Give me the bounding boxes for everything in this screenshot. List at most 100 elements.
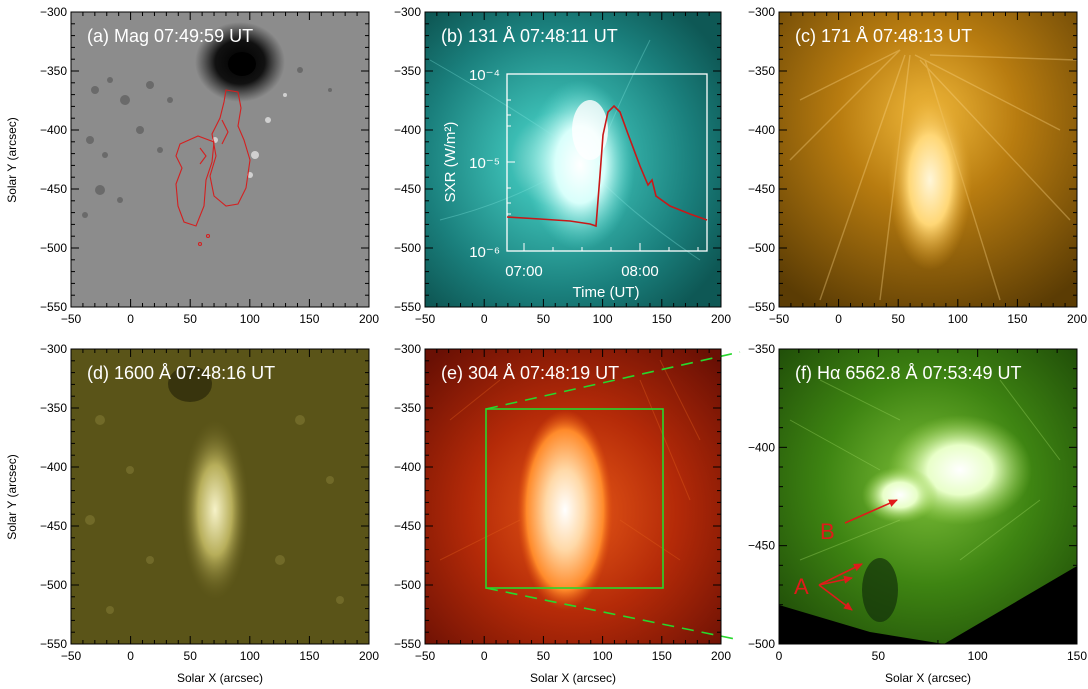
panel-c-aia171: (c) 171 Å 07:48:13 UT — [779, 12, 1077, 307]
panel-a-ytick-label: −350 — [40, 64, 67, 78]
panel-e-title: (e) 304 Å 07:48:19 UT — [441, 363, 619, 383]
panel-b-ytick-label: −300 — [394, 5, 421, 19]
sunspot-core — [228, 52, 256, 76]
panel-b-ytick-label: −350 — [394, 64, 421, 78]
panel-b-ytick-label: −550 — [394, 300, 421, 314]
panel-f-ytick-label: −350 — [748, 342, 775, 356]
panel-d-xtick-label: 100 — [240, 649, 260, 663]
panel-a-xtick-label: 200 — [359, 312, 379, 326]
panel-e-ytick-label: −350 — [394, 401, 421, 415]
panel-e-xtick-label: 150 — [652, 649, 672, 663]
panel-a-xtick-label: 50 — [184, 312, 198, 326]
panel-b-frame — [424, 11, 722, 308]
panel-a-ytick-label: −550 — [40, 300, 67, 314]
panel-d-xtick-label: 200 — [359, 649, 379, 663]
panel-b-xtick-label: 50 — [537, 312, 551, 326]
xlabel-f: Solar X (arcsec) — [885, 671, 971, 685]
panel-c-ytick-label: −450 — [748, 182, 775, 196]
panel-a-xtick-label: 150 — [299, 312, 319, 326]
panel-d-xtick-label: −50 — [61, 649, 82, 663]
panel-b-ytick-label: −500 — [394, 241, 421, 255]
panel-d-ytick-label: −550 — [40, 637, 67, 651]
panel-b-title: (b) 131 Å 07:48:11 UT — [441, 26, 618, 46]
inset-ytick-3: 10⁻⁶ — [469, 244, 500, 261]
panel-a-frame — [70, 11, 370, 308]
panel-f-halpha: (f) Hα 6562.8 Å 07:53:49 UT — [779, 349, 1077, 644]
arrow-b — [844, 499, 898, 524]
ylabel-top: Solar Y (arcsec) — [5, 117, 19, 203]
flare-ribbon-east — [862, 467, 938, 523]
panel-f-ytick-label: −500 — [748, 637, 775, 651]
fibrils-halpha — [789, 379, 1061, 561]
panel-c-xtick-label: 200 — [1067, 312, 1087, 326]
panel-a-xtick-label: 100 — [240, 312, 260, 326]
panel-f-ytick-label: −400 — [748, 440, 775, 454]
panel-e-xtick-label: 100 — [593, 649, 613, 663]
panel-d-aia1600: (d) 1600 Å 07:48:16 UT — [71, 349, 369, 644]
panel-c-xtick-label: 50 — [892, 312, 906, 326]
panel-f-xtick-label: 100 — [968, 649, 988, 663]
panel-d-ytick-label: −300 — [40, 342, 67, 356]
sxr-light-curve — [506, 104, 708, 228]
chromospheric-network — [85, 415, 344, 614]
panel-d-title: (d) 1600 Å 07:48:16 UT — [87, 363, 275, 383]
panel-b-xtick-label: 150 — [652, 312, 672, 326]
axes-layer: −50 0 50 100 150 200−300−350−400−450−500−550−… — [40, 5, 1087, 663]
panel-c-xtick-label: 100 — [948, 312, 968, 326]
arrow-a2 — [818, 575, 853, 586]
sunspot-dark — [168, 366, 212, 402]
feature-arrows — [818, 499, 898, 611]
flare-core-131 — [572, 100, 608, 160]
panel-a-xtick-label: −50 — [61, 312, 82, 326]
panel-c-frame — [778, 11, 1078, 308]
panel-e-xtick-label: 50 — [537, 649, 551, 663]
panel-b-ytick-label: −400 — [394, 123, 421, 137]
panel-e-aia304: (e) 304 Å 07:48:19 UT — [425, 349, 721, 644]
panel-a-title: (a) Mag 07:49:59 UT — [87, 26, 253, 46]
panel-f-frame — [778, 348, 1078, 645]
panel-e-xtick-label: 200 — [711, 649, 731, 663]
dark-filament — [862, 558, 898, 622]
panel-b-aia131: (b) 131 Å 07:48:11 UT — [425, 12, 721, 307]
panel-e-ytick-label: −400 — [394, 460, 421, 474]
panel-d-xtick-label: 0 — [127, 649, 134, 663]
panel-e-frame — [424, 348, 722, 645]
inset-xtick-1: 07:00 — [505, 263, 543, 280]
marker-a: A — [794, 574, 809, 599]
spicule-texture — [439, 359, 701, 561]
panel-c-xtick-label: −50 — [769, 312, 790, 326]
panel-a-ytick-label: −300 — [40, 5, 67, 19]
panel-a-ytick-label: −450 — [40, 182, 67, 196]
inset-ylabel: SXR (W/m²) — [442, 122, 459, 203]
panel-d-ytick-label: −450 — [40, 519, 67, 533]
panel-c-ytick-label: −550 — [748, 300, 775, 314]
zoom-box — [485, 408, 664, 589]
inset-xtick-2: 08:00 — [621, 263, 659, 280]
rotated-corner-bottom — [779, 605, 944, 644]
panel-e-xtick-label: 0 — [481, 649, 488, 663]
inset-xlabel: Time (UT) — [573, 284, 640, 301]
panel-d-ytick-label: −400 — [40, 460, 67, 474]
panel-d-ytick-label: −350 — [40, 401, 67, 415]
panel-c-xtick-label: 0 — [835, 312, 842, 326]
panel-f-xtick-label: 150 — [1067, 649, 1087, 663]
panel-e-ytick-label: −450 — [394, 519, 421, 533]
flare-kernel-171 — [888, 90, 972, 270]
panel-e-ytick-label: −550 — [394, 637, 421, 651]
marker-b: B — [820, 519, 835, 544]
panel-f-xtick-label: 0 — [776, 649, 783, 663]
panel-a-ytick-label: −400 — [40, 123, 67, 137]
panel-e-ytick-label: −300 — [394, 342, 421, 356]
panel-f-xtick-label: 50 — [872, 649, 886, 663]
panel-e-xtick-label: −50 — [415, 649, 436, 663]
panel-e-ytick-label: −500 — [394, 578, 421, 592]
panel-f-title: (f) Hα 6562.8 Å 07:53:49 UT — [795, 363, 1022, 383]
panel-b-ytick-label: −450 — [394, 182, 421, 196]
inset-ytick-1: 10⁻⁴ — [469, 67, 500, 84]
flare-kernel-1600 — [181, 420, 249, 600]
sxr-inset-plot: 10⁻⁴ 10⁻⁵ 10⁻⁶ 07:00 08:00 Time (UT) SXR… — [442, 67, 708, 301]
panel-b-xtick-label: 100 — [593, 312, 613, 326]
panel-a-magnetogram: (a) Mag 07:49:59 UT — [71, 12, 369, 307]
zoom-guide-lines — [485, 351, 741, 641]
panel-b-xtick-label: 200 — [711, 312, 731, 326]
